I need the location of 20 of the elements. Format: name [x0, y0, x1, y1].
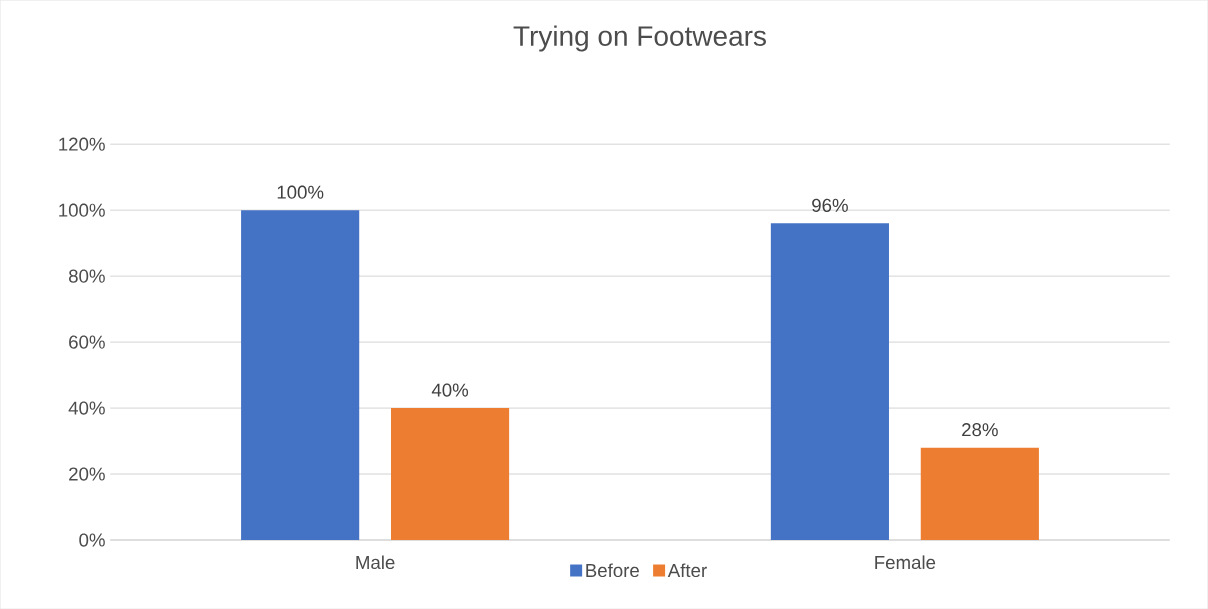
x-tick-label: Male: [356, 555, 395, 569]
y-tick-label: 100%: [59, 203, 105, 217]
bar: [241, 210, 360, 540]
legend-label: After: [667, 563, 707, 577]
bar: [770, 223, 889, 540]
y-tick-label: 40%: [68, 401, 105, 415]
legend-label: Before: [586, 563, 639, 577]
chart-title: Trying on Footwears: [513, 25, 766, 52]
data-label: 28%: [962, 422, 998, 437]
y-tick-label: 60%: [69, 335, 105, 349]
data-label: 96%: [812, 198, 848, 212]
bar: [920, 447, 1039, 540]
y-tick-label: 20%: [69, 467, 105, 481]
x-tick-label: Female: [875, 555, 936, 569]
data-label: 40%: [431, 383, 469, 397]
y-tick-label: 80%: [68, 269, 105, 283]
y-tick-label: 120%: [59, 137, 105, 151]
bar: [391, 407, 510, 540]
y-tick-label: 0%: [79, 533, 105, 547]
data-label: 100%: [277, 185, 324, 199]
